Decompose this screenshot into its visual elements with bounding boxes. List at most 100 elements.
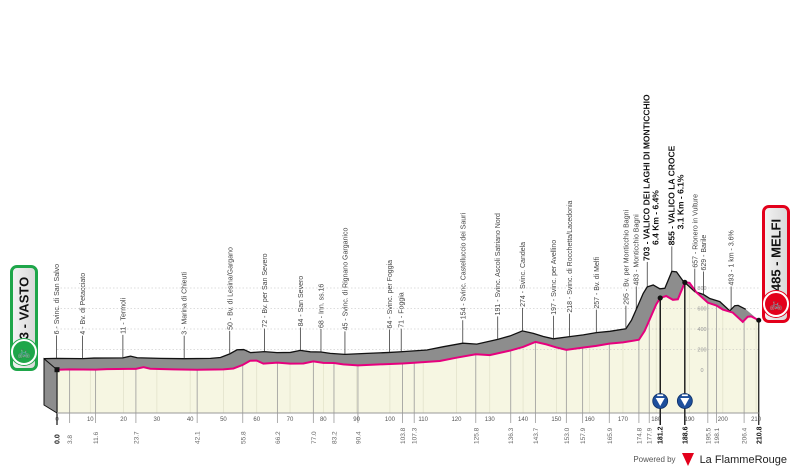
start-label: 3 - VASTO bbox=[16, 276, 32, 340]
waypoint-label: 154 - Svinc. Castelluccio dei Sauri bbox=[460, 213, 467, 320]
waypoint-label: 68 - Inn. ss.16 bbox=[318, 284, 325, 328]
x-tick-label: 200 bbox=[718, 417, 729, 423]
distance-label: 66.2 bbox=[275, 431, 282, 444]
x-tick-label: 210 bbox=[751, 417, 762, 423]
distance-label: 11.6 bbox=[93, 431, 100, 444]
x-tick-label: 140 bbox=[518, 417, 529, 423]
x-tick-label: 90 bbox=[353, 417, 360, 423]
distance-label: 3.8 bbox=[67, 435, 74, 444]
distance-label: 188.6 bbox=[682, 426, 689, 444]
distance-label: 103.8 bbox=[400, 427, 407, 444]
waypoint-label: 71 - Foggia bbox=[399, 292, 406, 328]
waypoint-label: 64 - Svinc. per Foggia bbox=[387, 260, 394, 329]
distance-label: 157.9 bbox=[580, 427, 587, 444]
distance-label: 210.8 bbox=[756, 426, 763, 444]
profile-band bbox=[44, 271, 759, 370]
distance-label: 0.0 bbox=[55, 434, 62, 444]
waypoint-label: 257 - Bv. di Melfi bbox=[594, 257, 601, 309]
profile-line bbox=[56, 281, 760, 371]
footer: Powered by La FlammeRouge bbox=[633, 453, 787, 466]
waypoint-label: 218 - Svinc. di Rocchetta/Lacedonia bbox=[567, 200, 574, 312]
distance-label: 125.8 bbox=[473, 427, 480, 444]
x-tick-label: 40 bbox=[187, 417, 194, 423]
kom-mountain-icon bbox=[652, 393, 669, 409]
start-badge: 3 - VASTO 🚲 bbox=[10, 265, 38, 371]
distance-label: 83.2 bbox=[331, 431, 338, 444]
kom-triangle bbox=[680, 398, 690, 406]
waypoint-label: 483 - Monticchio Bagni bbox=[634, 214, 641, 286]
waypoint-label: 50 - Bv. di Lesina/Gargano bbox=[227, 247, 234, 330]
bicycle-icon: 🚲 bbox=[11, 339, 37, 365]
distance-label: 136.3 bbox=[508, 427, 515, 444]
bicycle-icon: 🚲 bbox=[763, 291, 789, 317]
distance-label: 198.1 bbox=[714, 427, 721, 444]
kom-dot bbox=[682, 279, 688, 285]
profile-ground bbox=[57, 282, 759, 413]
elevation-tick-label: 0 bbox=[700, 368, 703, 374]
waypoint-label: 6 - Svinc. di San Salvo bbox=[54, 264, 61, 335]
elevation-tick-label: 200 bbox=[697, 348, 706, 354]
x-tick-label: 80 bbox=[320, 417, 327, 423]
profile-top-line bbox=[43, 270, 747, 360]
x-tick-label: 180 bbox=[651, 417, 662, 423]
x-tick-label: 160 bbox=[585, 417, 596, 423]
distance-label: 153.0 bbox=[564, 427, 571, 444]
kom-mountain-icon bbox=[676, 393, 693, 409]
distance-label: 143.7 bbox=[533, 427, 540, 444]
powered-by-text: Powered by bbox=[633, 455, 676, 464]
waypoint-label: 295 - Bv. per Monticchio Bagni bbox=[623, 210, 630, 305]
waypoint-label: 493 - 1 km - 3.6% bbox=[729, 230, 736, 285]
x-tick-label: 20 bbox=[120, 417, 127, 423]
kom-label: 855 - VALICO LA CROCE bbox=[666, 145, 676, 245]
elevation-tick-label: 600 bbox=[697, 307, 706, 313]
distance-label: 181.2 bbox=[658, 426, 665, 444]
x-tick-label: 170 bbox=[618, 417, 629, 423]
kom-triangle bbox=[655, 398, 665, 406]
x-tick-label: 30 bbox=[154, 417, 161, 423]
x-tick-label: 100 bbox=[385, 417, 396, 423]
elevation-tick-label: 400 bbox=[697, 327, 706, 333]
start-marker bbox=[54, 367, 60, 373]
finish-badge: 485 - MELFI 🚲 bbox=[762, 205, 790, 323]
kom-label: 703 - VALICO DEI LAGHI DI MONTICCHIO bbox=[642, 94, 652, 261]
waypoint-label: 11 - Termoli bbox=[120, 298, 127, 334]
kom-bar bbox=[657, 394, 664, 397]
flamme-rouge-logo-icon bbox=[681, 453, 694, 466]
kom-climb-info: 6.4 Km - 6.4% bbox=[651, 190, 661, 245]
waypoint-label: 191 - Svinc. Ascoli Satriano Nord bbox=[495, 213, 502, 315]
distance-label: 90.4 bbox=[355, 431, 362, 444]
distance-label: 206.4 bbox=[742, 427, 749, 444]
waypoint-label: 629 - Barile bbox=[701, 235, 708, 271]
x-tick-label: 0 bbox=[55, 417, 59, 423]
x-tick-label: 190 bbox=[685, 417, 696, 423]
x-tick-label: 60 bbox=[253, 417, 260, 423]
distance-label: 177.9 bbox=[647, 427, 654, 444]
waypoint-label: 274 - Svinc. Candela bbox=[520, 242, 527, 307]
x-tick-label: 110 bbox=[418, 417, 428, 423]
x-tick-label: 50 bbox=[220, 417, 227, 423]
waypoint-label: 72 - Bv. per San Severo bbox=[262, 253, 269, 327]
finish-label: 485 - MELFI bbox=[768, 218, 784, 292]
distance-label: 77.0 bbox=[311, 431, 318, 444]
finish-marker bbox=[756, 317, 762, 323]
waypoint-label: 84 - San Severo bbox=[298, 276, 305, 327]
distance-label: 23.7 bbox=[133, 431, 140, 444]
distance-label: 107.3 bbox=[412, 427, 419, 444]
waypoint-label: 45 - Svinc. di Rignano Garganico bbox=[342, 228, 349, 331]
x-tick-label: 150 bbox=[551, 417, 562, 423]
distance-label: 55.8 bbox=[240, 431, 247, 444]
distance-label: 195.5 bbox=[705, 427, 712, 444]
brand-name: La FlammeRouge bbox=[699, 453, 787, 466]
distance-label: 165.9 bbox=[607, 427, 614, 444]
waypoint-label: 657 - Rionero in Vulture bbox=[692, 194, 699, 268]
kom-climb-info: 3.1 Km - 6.1% bbox=[675, 174, 685, 229]
waypoint-label: 3 - Marina di Chieuti bbox=[182, 272, 189, 335]
distance-label: 174.8 bbox=[636, 427, 643, 444]
waypoint-label: 4 - Bv. di Petacciato bbox=[80, 273, 87, 335]
x-tick-label: 120 bbox=[451, 417, 462, 423]
x-tick-label: 130 bbox=[485, 417, 496, 423]
x-tick-label: 70 bbox=[287, 417, 294, 423]
kom-bar bbox=[681, 394, 688, 397]
distance-label: 42.1 bbox=[195, 431, 202, 444]
